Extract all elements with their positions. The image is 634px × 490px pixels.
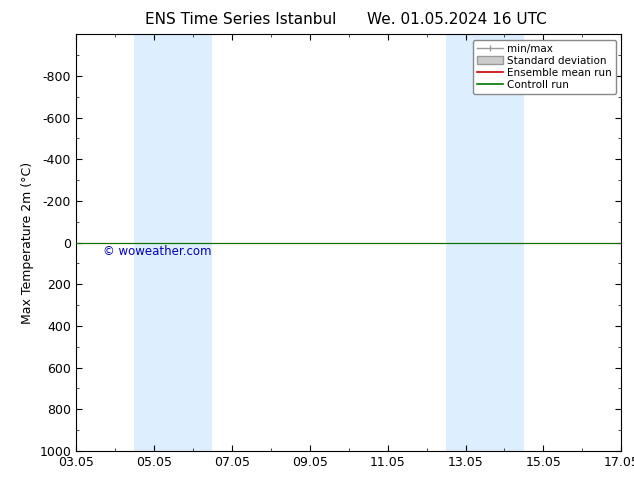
Text: ENS Time Series Istanbul: ENS Time Series Istanbul [145, 12, 337, 27]
Text: We. 01.05.2024 16 UTC: We. 01.05.2024 16 UTC [366, 12, 547, 27]
Bar [134, 34, 212, 451]
Legend: min/max, Standard deviation, Ensemble mean run, Controll run: min/max, Standard deviation, Ensemble me… [473, 40, 616, 94]
Bar [446, 34, 524, 451]
Y-axis label: Max Temperature 2m (°C): Max Temperature 2m (°C) [21, 162, 34, 323]
Text: © woweather.com: © woweather.com [103, 245, 212, 258]
